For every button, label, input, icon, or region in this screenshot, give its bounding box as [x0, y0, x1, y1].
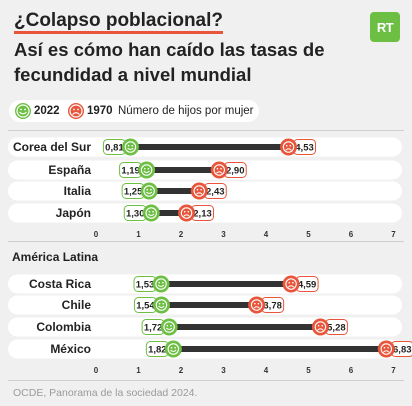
sad-face-icon — [68, 103, 84, 119]
point-2022-1-2 — [160, 318, 178, 336]
value-1970-0-3: 2,13 — [193, 208, 212, 219]
x-tick-0-5: 5 — [306, 230, 311, 239]
value-2022-0-1: 1,19 — [121, 165, 140, 176]
x-tick-0-4: 4 — [264, 230, 269, 239]
x-tick-1-2: 2 — [179, 366, 184, 375]
row-label-0-1: España — [48, 163, 91, 177]
value-2022-1-1: 1,54 — [136, 300, 155, 311]
point-1970-1-1 — [248, 296, 266, 314]
point-1970-0-0 — [280, 138, 298, 156]
row-label-0-0: Corea del Sur — [13, 140, 91, 154]
point-1970-0-3 — [178, 204, 196, 222]
point-1970-0-1 — [210, 161, 228, 179]
x-tick-1-1: 1 — [136, 366, 141, 375]
legend: 2022 1970 Número de hijos por mujer — [9, 100, 259, 122]
title-line-2: Así es cómo han caído las tasas de fecun… — [14, 39, 325, 85]
divider-bottom — [8, 380, 404, 381]
title-underlined: ¿Colapso poblacional? — [14, 10, 224, 34]
value-2022-1-3: 1,82 — [148, 344, 167, 355]
legend-1970: 1970 — [87, 105, 113, 117]
point-2022-1-3 — [164, 340, 182, 358]
rt-logo: RT — [370, 12, 400, 42]
point-2022-1-1 — [152, 296, 170, 314]
value-2022-1-0: 1,53 — [136, 279, 155, 290]
point-2022-0-3 — [142, 204, 160, 222]
row-label-1-3: México — [50, 342, 91, 356]
value-2022-0-0: 0,81 — [105, 142, 124, 153]
value-1970-0-1: 2,90 — [226, 165, 245, 176]
source-note: OCDE, Panorama de la sociedad 2024. — [13, 387, 198, 399]
row-label-1-2: Colombia — [36, 320, 91, 334]
value-2022-1-2: 1,72 — [144, 322, 163, 333]
value-1970-1-1: 3,78 — [263, 300, 282, 311]
x-tick-0-3: 3 — [221, 230, 226, 239]
point-2022-1-0 — [152, 275, 170, 293]
row-label-0-3: Japón — [56, 206, 91, 220]
x-tick-1-7: 7 — [391, 366, 396, 375]
legend-2022: 2022 — [34, 105, 60, 117]
x-tick-1-4: 4 — [264, 366, 269, 375]
value-1970-1-2: 5,28 — [327, 322, 346, 333]
point-1970-1-2 — [311, 318, 329, 336]
point-1970-0-2 — [190, 182, 208, 200]
region-label: América Latina — [12, 250, 99, 264]
legend-description: Número de hijos por mujer — [118, 105, 254, 117]
value-2022-0-2: 1,25 — [124, 186, 143, 197]
point-2022-0-0 — [121, 138, 139, 156]
value-1970-1-3: 6,83 — [393, 344, 412, 355]
x-tick-0-2: 2 — [179, 230, 184, 239]
value-1970-1-0: 4,59 — [298, 279, 317, 290]
point-1970-1-0 — [282, 275, 300, 293]
smiley-face-icon — [15, 103, 31, 119]
divider-top — [8, 130, 404, 131]
title-line-1: ¿Colapso poblacional? — [14, 10, 224, 34]
divider-middle — [8, 241, 404, 242]
x-tick-1-5: 5 — [306, 366, 311, 375]
x-tick-1-0: 0 — [94, 366, 99, 375]
point-2022-0-1 — [138, 161, 156, 179]
x-tick-1-6: 6 — [349, 366, 354, 375]
x-tick-1-3: 3 — [221, 366, 226, 375]
value-2022-0-3: 1,30 — [126, 208, 145, 219]
row-label-0-2: Italia — [64, 184, 92, 198]
x-tick-0-0: 0 — [94, 230, 99, 239]
row-label-1-1: Chile — [62, 298, 92, 312]
value-1970-0-0: 4,53 — [295, 142, 314, 153]
x-tick-0-7: 7 — [391, 230, 396, 239]
point-2022-0-2 — [140, 182, 158, 200]
point-1970-1-3 — [377, 340, 395, 358]
x-tick-0-6: 6 — [349, 230, 354, 239]
x-tick-0-1: 1 — [136, 230, 141, 239]
value-1970-0-2: 2,43 — [206, 186, 225, 197]
row-label-1-0: Costa Rica — [29, 277, 91, 291]
